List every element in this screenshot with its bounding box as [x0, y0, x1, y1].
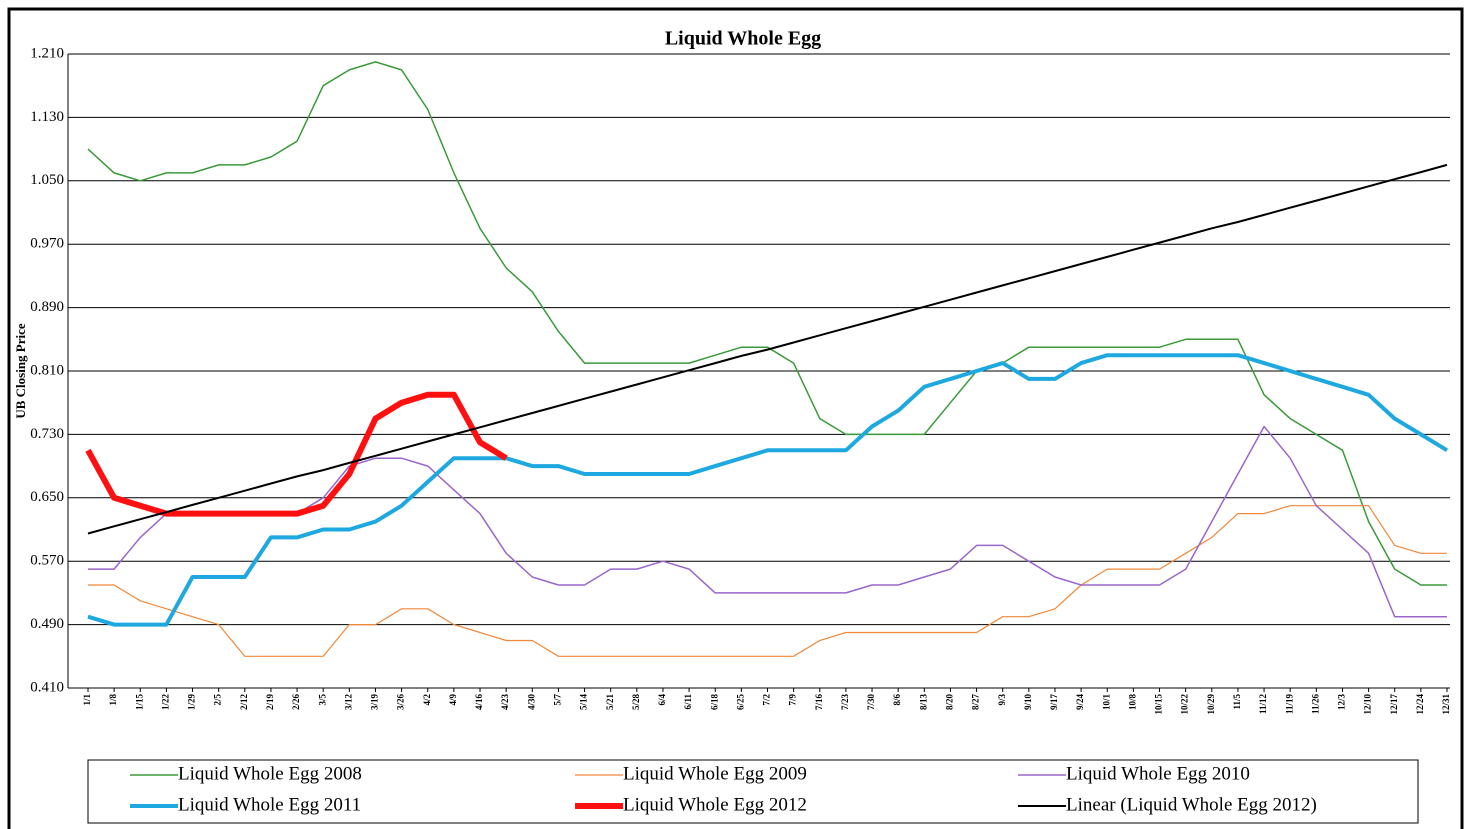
x-tick-label: 6/25	[735, 694, 745, 711]
x-tick-label: 10/1	[1101, 694, 1111, 711]
x-tick-label: 9/17	[1049, 694, 1059, 711]
x-tick-label: 12/24	[1415, 694, 1425, 715]
series-line	[87, 61, 1447, 586]
x-tick-label: 7/16	[814, 694, 824, 711]
series-line	[88, 505, 1447, 657]
x-tick-label: 10/8	[1127, 694, 1137, 711]
x-tick-label: 12/31	[1441, 694, 1451, 715]
series-line	[87, 163, 1448, 535]
y-tick-label: 1.050	[30, 172, 64, 188]
legend-box	[87, 759, 1419, 824]
x-tick-label: 5/14	[579, 694, 589, 711]
y-tick-label: 0.410	[30, 679, 64, 695]
x-tick-label: 7/23	[840, 694, 850, 711]
y-tick-label: 0.810	[30, 362, 64, 378]
x-tick-label: 2/19	[265, 694, 275, 711]
x-tick-label: 9/3	[997, 694, 1007, 706]
x-tick-label: 4/2	[422, 694, 432, 706]
x-tick-label: 11/26	[1310, 694, 1320, 715]
chart-frame	[7, 7, 1464, 829]
y-tick-label: 1.210	[30, 45, 64, 61]
x-tick-label: 2/26	[291, 694, 301, 711]
y-tick-label: 1.130	[30, 109, 64, 125]
y-tick-label: 0.890	[30, 299, 64, 315]
x-tick-label: 4/16	[474, 694, 484, 711]
x-tick-label: 3/5	[317, 694, 327, 706]
x-tick-label: 11/5	[1232, 694, 1242, 710]
x-tick-label: 6/4	[657, 694, 667, 706]
legend-label: Linear (Liquid Whole Egg 2012)	[1066, 794, 1317, 815]
x-tick-label: 7/2	[762, 694, 772, 706]
x-tick-label: 1/22	[160, 694, 170, 711]
x-tick-label: 12/3	[1337, 694, 1347, 711]
x-tick-label: 8/6	[892, 694, 902, 706]
x-tick-label: 9/24	[1075, 694, 1085, 711]
x-tick-label: 5/7	[552, 694, 562, 706]
series-line	[85, 391, 508, 517]
x-tick-label: 4/30	[526, 694, 536, 711]
legend-label: Liquid Whole Egg 2009	[623, 763, 807, 784]
x-tick-label: 7/30	[866, 694, 876, 711]
chart-title: Liquid Whole Egg	[665, 28, 821, 50]
y-tick-label: 0.730	[30, 426, 64, 442]
x-tick-label: 8/27	[971, 694, 981, 711]
y-tick-label: 0.570	[30, 553, 64, 569]
series-line	[87, 353, 1449, 627]
x-tick-label: 5/28	[631, 694, 641, 711]
x-tick-label: 11/12	[1258, 694, 1268, 715]
series-line	[88, 425, 1447, 618]
y-axis-label: UB Closing Price	[13, 323, 28, 419]
x-tick-label: 9/10	[1023, 694, 1033, 711]
x-tick-label: 12/17	[1389, 694, 1399, 715]
x-tick-label: 7/9	[788, 694, 798, 706]
x-tick-label: 6/11	[683, 694, 693, 710]
x-tick-label: 8/20	[945, 694, 955, 711]
x-tick-label: 11/19	[1284, 694, 1294, 715]
x-tick-label: 4/23	[500, 694, 510, 711]
legend-label: Liquid Whole Egg 2012	[623, 794, 807, 815]
x-tick-label: 1/1	[82, 694, 92, 706]
y-tick-label: 0.490	[30, 616, 64, 632]
y-tick-label: 0.970	[30, 236, 64, 252]
y-tick-label: 0.650	[30, 489, 64, 505]
x-tick-label: 2/5	[213, 694, 223, 706]
x-tick-label: 5/21	[605, 694, 615, 711]
x-tick-label: 10/22	[1180, 694, 1190, 715]
x-tick-label: 6/18	[709, 694, 719, 711]
x-tick-label: 1/15	[134, 694, 144, 711]
x-tick-label: 10/29	[1206, 694, 1216, 715]
x-tick-label: 3/26	[396, 694, 406, 711]
legend-label: Liquid Whole Egg 2010	[1066, 763, 1250, 784]
x-tick-label: 8/13	[918, 694, 928, 711]
x-tick-label: 3/19	[370, 694, 380, 711]
x-tick-label: 3/12	[343, 694, 353, 711]
x-tick-label: 1/8	[108, 694, 118, 706]
x-tick-label: 4/9	[448, 694, 458, 706]
x-tick-label: 12/10	[1363, 694, 1373, 715]
x-tick-label: 1/29	[187, 694, 197, 711]
x-tick-label: 10/15	[1154, 694, 1164, 715]
legend-label: Liquid Whole Egg 2011	[178, 794, 361, 815]
legend-label: Liquid Whole Egg 2008	[178, 763, 362, 784]
x-tick-label: 2/12	[239, 694, 249, 711]
